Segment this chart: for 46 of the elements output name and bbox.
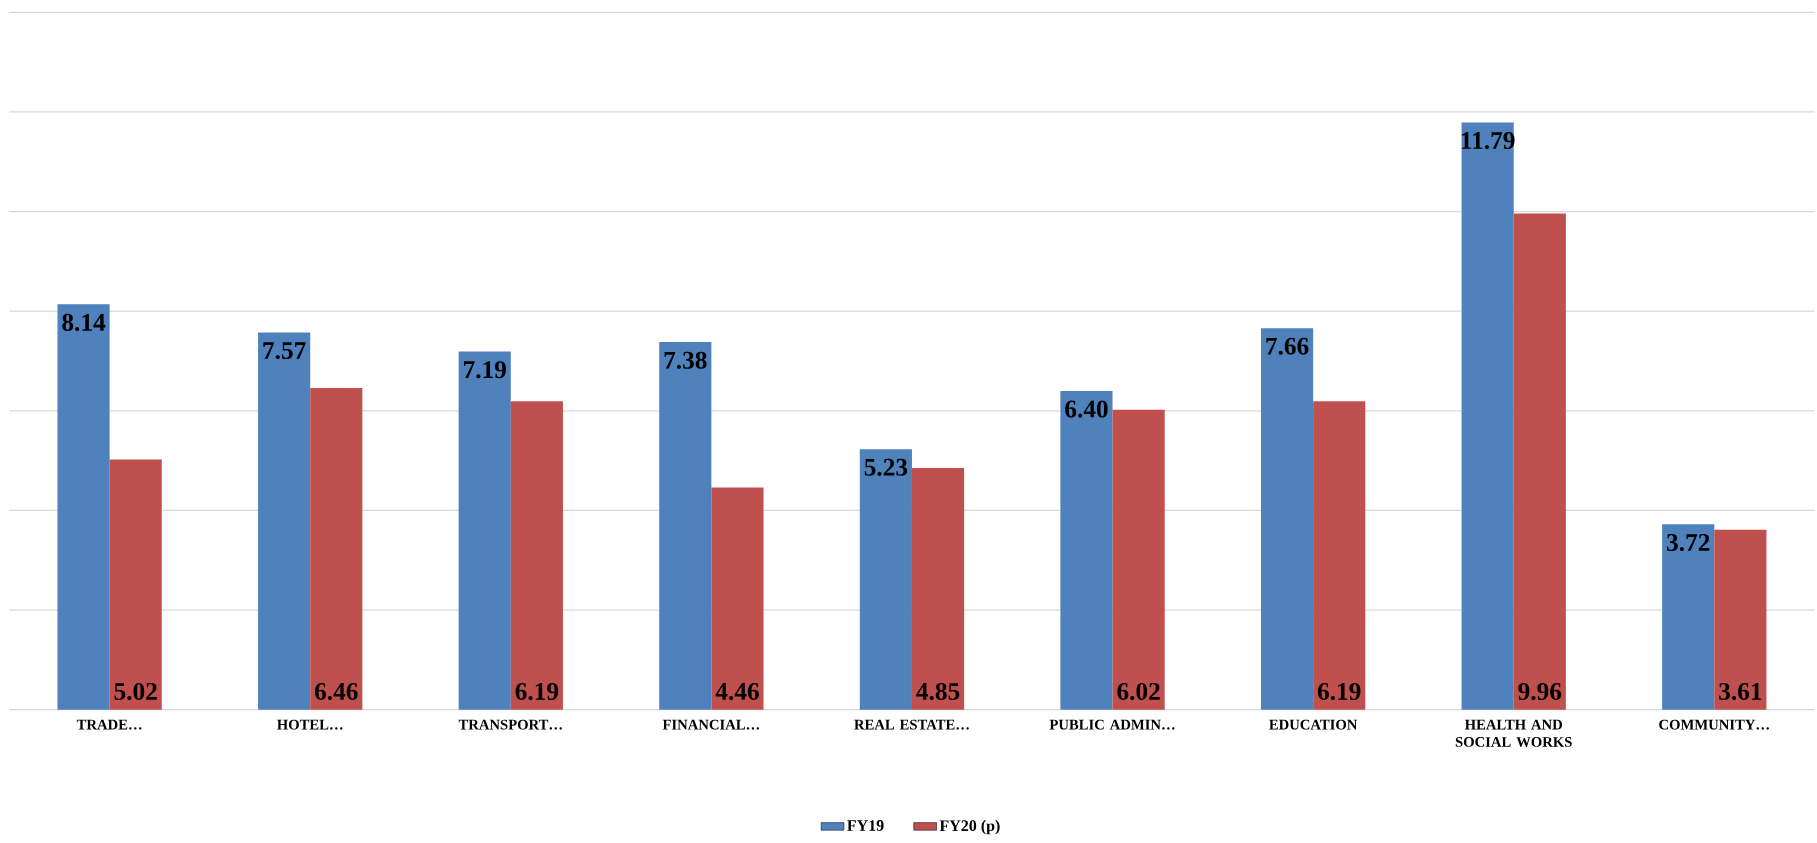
bar — [1461, 122, 1514, 710]
data-label: 5.02 — [114, 682, 157, 701]
x-tick-label: FINANCIAL… — [662, 719, 760, 730]
data-label: 8.14 — [62, 313, 106, 332]
data-label: 4.85 — [916, 682, 960, 701]
data-label: 5.23 — [864, 458, 908, 476]
x-tick-label: TRADE… — [76, 719, 142, 730]
data-label: 6.46 — [314, 682, 358, 701]
bar — [109, 459, 162, 710]
data-label: 4.46 — [715, 682, 759, 701]
bar — [1714, 529, 1767, 710]
bar — [911, 468, 965, 710]
x-tick-label: COMMUNITY… — [1659, 719, 1769, 730]
data-label: 7.66 — [1266, 337, 1309, 355]
bar — [1112, 409, 1165, 710]
bar — [510, 401, 563, 710]
bar — [659, 342, 712, 710]
x-tick-label: TRANSPORT… — [458, 719, 562, 730]
data-label: 3.61 — [1719, 682, 1762, 701]
legend-label: FY20 (p) — [939, 819, 1000, 835]
data-label: 3.72 — [1667, 533, 1710, 552]
bar — [859, 449, 912, 710]
data-label: 6.19 — [515, 682, 559, 701]
bar — [310, 387, 363, 710]
data-label: 6.19 — [1317, 682, 1361, 701]
x-tick-label: PUBLIC ADMIN… — [1049, 719, 1175, 730]
bar — [1060, 390, 1113, 710]
data-label: 9.96 — [1518, 682, 1562, 701]
data-label: 6.40 — [1065, 400, 1108, 418]
data-label: 7.19 — [464, 361, 506, 379]
legend-label: FY19 — [847, 820, 884, 831]
bar — [1513, 213, 1566, 710]
bar — [1313, 401, 1366, 710]
bar — [711, 487, 764, 710]
bar — [1260, 328, 1314, 710]
bar — [1662, 524, 1715, 710]
data-label: 7.57 — [263, 342, 306, 360]
x-tick-label: EDUCATION — [1269, 719, 1358, 730]
bar — [258, 332, 311, 710]
x-tick-label: HOTEL… — [277, 719, 343, 730]
bar — [57, 304, 110, 710]
x-tick-label: HEALTH AND SOCIAL WORKS — [1455, 719, 1572, 747]
bar — [458, 351, 511, 710]
x-tick-label: REAL ESTATE… — [854, 719, 969, 730]
data-label: 7.38 — [664, 351, 707, 369]
data-label: 6.02 — [1117, 682, 1160, 701]
